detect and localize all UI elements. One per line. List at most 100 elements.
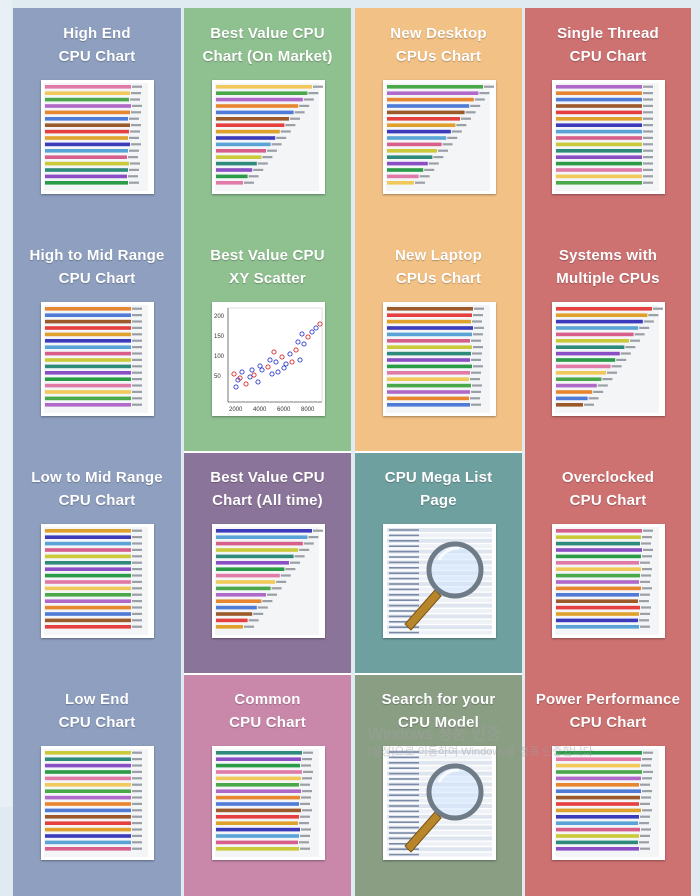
thumbnail-bar: [215, 155, 261, 159]
scatter-point: [254, 379, 261, 385]
scatter-point: [274, 369, 281, 375]
bar-chart-thumbnail: [211, 524, 325, 638]
thumbnail-bar: [556, 783, 639, 787]
tile-title[interactable]: Best Value CPU Chart (On Market): [202, 25, 333, 65]
chart-tile-power-performance-cpu-chart[interactable]: Power Performance CPU Chart: [525, 674, 691, 896]
tile-thumbnail[interactable]: [211, 746, 325, 860]
thumbnail-bar: [556, 757, 641, 761]
thumbnail-bar: [556, 364, 611, 369]
tile-thumbnail[interactable]: [41, 524, 154, 638]
thumbnail-bar: [45, 834, 131, 838]
thumbnail-bar: [215, 776, 301, 781]
thumbnail-bar: [45, 168, 128, 172]
tile-thumbnail[interactable]: [211, 524, 325, 638]
tile-thumbnail[interactable]: [552, 746, 665, 860]
chart-tile-cpu-mega-list-page[interactable]: CPU Mega List Page: [355, 452, 522, 674]
tile-title[interactable]: Low to Mid Range CPU Chart: [31, 469, 163, 509]
thumbnail-bar: [45, 612, 131, 616]
thumbnail-bar: [215, 625, 243, 629]
tile-thumbnail[interactable]: [552, 524, 665, 638]
scatter-point: [278, 354, 285, 360]
chart-tile-best-value-cpu-xy-scatter[interactable]: Best Value CPU XY Scatter 200 150 100 50 2000…: [184, 230, 351, 452]
scatter-x-tick-label: 6000: [277, 407, 291, 413]
tile-title[interactable]: Overclocked CPU Chart: [561, 469, 655, 509]
tile-thumbnail[interactable]: [382, 746, 496, 860]
tile-thumbnail[interactable]: [41, 80, 154, 194]
thumbnail-bar: [556, 351, 620, 356]
chart-tile-high-to-mid-range-cpu-chart[interactable]: High to Mid Range CPU Chart: [13, 230, 181, 452]
tile-title[interactable]: CPU Mega List Page: [384, 469, 493, 509]
scatter-point: [312, 325, 319, 331]
thumbnail-bar: [45, 155, 127, 159]
thumbnail-bar: [386, 396, 469, 401]
tile-title[interactable]: Low End CPU Chart: [58, 691, 136, 731]
chart-tile-single-thread-cpu-chart[interactable]: Single Thread CPU Chart: [525, 8, 691, 230]
tile-thumbnail[interactable]: [41, 746, 154, 860]
tile-title[interactable]: Systems with Multiple CPUs: [556, 247, 660, 287]
thumbnail-bar: [386, 91, 478, 95]
thumbnail-bar: [45, 593, 131, 597]
thumbnail-bar: [215, 161, 257, 166]
thumbnail-bar: [556, 573, 640, 578]
tile-title[interactable]: Best Value CPU XY Scatter: [210, 247, 325, 287]
tile-title[interactable]: Single Thread CPU Chart: [557, 25, 659, 65]
thumbnail-bar: [215, 618, 248, 623]
tile-thumbnail[interactable]: [552, 302, 665, 416]
scatter-y-tick-label: 100: [214, 354, 225, 360]
scatter-point: [242, 381, 249, 387]
tile-thumbnail[interactable]: [382, 80, 496, 194]
thumbnail-bar: [215, 548, 298, 552]
tile-thumbnail[interactable]: [211, 80, 325, 194]
tile-thumbnail[interactable]: 200 150 100 50 2000 4000 6000 8000: [211, 302, 325, 416]
chart-tile-high-end-cpu-chart[interactable]: High End CPU Chart: [13, 8, 181, 230]
chart-tile-best-value-cpu-chart-all-time[interactable]: Best Value CPU Chart (All time): [184, 452, 351, 674]
thumbnail-bar: [45, 85, 131, 89]
thumbnail-bar: [215, 91, 307, 95]
thumbnail-bar: [215, 181, 243, 185]
tile-thumbnail[interactable]: [382, 302, 496, 416]
page-left-margin: [0, 0, 12, 807]
thumbnail-bar: [556, 548, 642, 552]
thumbnail-bar: [556, 117, 642, 121]
thumbnail-bar: [556, 339, 629, 343]
scatter-point: [248, 367, 255, 373]
thumbnail-bar: [45, 625, 131, 629]
tile-divider: [184, 451, 351, 453]
chart-tile-common-cpu-chart[interactable]: Common CPU Chart: [184, 674, 351, 896]
tile-title[interactable]: Best Value CPU Chart (All time): [210, 469, 325, 509]
thumbnail-bar: [45, 91, 130, 95]
tile-thumbnail[interactable]: [552, 80, 665, 194]
bar-chart-thumbnail: [382, 302, 496, 416]
thumbnail-bar: [386, 117, 460, 121]
tile-title[interactable]: Search for your CPU Model: [381, 691, 496, 731]
scatter-point: [296, 357, 303, 363]
chart-tile-low-end-cpu-chart[interactable]: Low End CPU Chart: [13, 674, 181, 896]
bar-chart-thumbnail: [41, 746, 154, 860]
thumbnail-bar: [386, 168, 423, 172]
tile-thumbnail[interactable]: [41, 302, 154, 416]
thumbnail-bar: [45, 847, 131, 851]
tile-title[interactable]: High End CPU Chart: [58, 25, 136, 65]
thumbnail-bar: [386, 364, 472, 369]
thumbnail-bar: [556, 834, 639, 838]
tile-thumbnail[interactable]: [382, 524, 496, 638]
tile-title[interactable]: Power Performance CPU Chart: [535, 691, 681, 731]
tile-title[interactable]: Common CPU Chart: [229, 691, 306, 731]
chart-tile-new-laptop-cpus-chart[interactable]: New Laptop CPUs Chart: [355, 230, 522, 452]
thumbnail-bar: [556, 847, 639, 851]
chart-tile-systems-with-multiple-cpus[interactable]: Systems with Multiple CPUs: [525, 230, 691, 452]
bar-chart-thumbnail: [552, 302, 665, 416]
thumbnail-bar: [215, 847, 299, 851]
chart-tile-low-to-mid-range-cpu-chart[interactable]: Low to Mid Range CPU Chart: [13, 452, 181, 674]
thumbnail-bar: [556, 91, 642, 95]
tile-title[interactable]: High to Mid Range CPU Chart: [29, 247, 165, 287]
chart-tile-best-value-cpu-chart-on-market[interactable]: Best Value CPU Chart (On Market): [184, 8, 351, 230]
thumbnail-bar: [556, 123, 642, 127]
thumbnail-bar: [215, 149, 266, 153]
chart-tile-new-desktop-cpus-chart[interactable]: New Desktop CPUs Chart: [355, 8, 522, 230]
chart-tile-overclocked-cpu-chart[interactable]: Overclocked CPU Chart: [525, 452, 691, 674]
scatter-point: [280, 365, 287, 371]
tile-title[interactable]: New Laptop CPUs Chart: [395, 247, 482, 287]
chart-tile-search-for-your-cpu-model[interactable]: Search for your CPU Model: [355, 674, 522, 896]
tile-title[interactable]: New Desktop CPUs Chart: [390, 25, 487, 65]
